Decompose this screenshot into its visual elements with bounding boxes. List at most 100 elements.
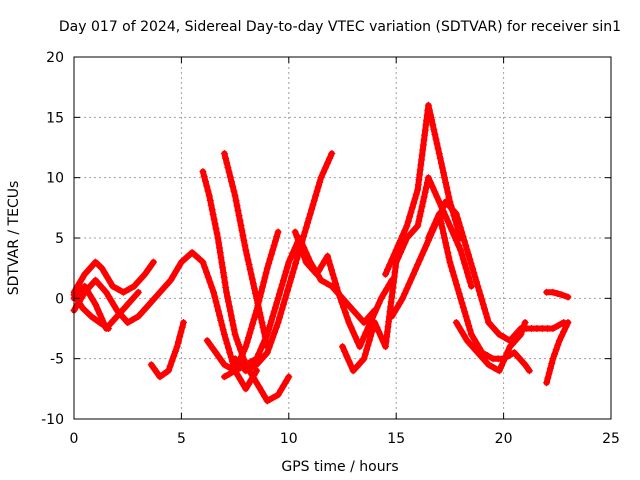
data-point (416, 212, 424, 220)
data-point (362, 328, 370, 336)
data-point (481, 357, 489, 365)
data-point (461, 260, 469, 268)
data-point (279, 300, 287, 308)
data-point (288, 273, 295, 281)
data-point (349, 306, 357, 314)
data-point (325, 257, 333, 265)
data-point (407, 208, 415, 216)
data-point (552, 346, 560, 354)
data-point (209, 211, 217, 218)
data-point (546, 364, 554, 372)
data-point (422, 183, 430, 191)
data-point (199, 258, 207, 266)
data-point (513, 335, 521, 343)
data-point (247, 270, 255, 278)
data-point (98, 264, 106, 272)
data-point (442, 179, 450, 186)
data-point (377, 294, 385, 302)
data-point (458, 328, 466, 335)
data-point (492, 327, 500, 334)
data-point (109, 282, 117, 290)
data-point (333, 284, 341, 292)
data-point (202, 177, 209, 185)
data-point (390, 251, 398, 259)
data-point (238, 352, 245, 360)
data-point (458, 299, 466, 307)
data-point (467, 331, 475, 338)
data-point (224, 344, 232, 352)
data-point (235, 212, 243, 219)
data-point (156, 288, 164, 296)
data-point (101, 269, 109, 277)
data-point (247, 325, 255, 332)
data-point (225, 302, 233, 310)
data-point (467, 260, 475, 268)
data-point (431, 220, 439, 227)
data-point (440, 229, 447, 237)
data-point (270, 242, 278, 249)
data-point (212, 349, 220, 357)
data-point (229, 182, 237, 190)
data-point (236, 216, 244, 224)
data-point (420, 246, 428, 254)
data-point (130, 282, 138, 290)
data-point (427, 229, 435, 237)
series-track-a (70, 258, 157, 296)
data-point (471, 273, 479, 281)
y-tick-label: 5 (55, 231, 64, 247)
y-tick-label: -5 (50, 352, 64, 368)
data-point (506, 343, 514, 351)
data-point (278, 281, 286, 289)
data-point (251, 311, 259, 319)
data-point (243, 251, 251, 259)
data-point (224, 293, 231, 301)
data-point (213, 302, 221, 310)
data-point (242, 385, 250, 393)
data-point (168, 357, 176, 365)
data-point (483, 314, 491, 322)
data-point (201, 263, 209, 271)
data-point (257, 345, 265, 353)
data-point (92, 316, 99, 323)
data-point (247, 358, 255, 366)
data-point (124, 300, 132, 308)
data-point (456, 223, 464, 231)
data-point (421, 126, 429, 134)
data-point (275, 290, 283, 298)
data-point (444, 217, 452, 225)
data-point (419, 141, 427, 149)
data-point (458, 251, 466, 259)
data-point (543, 379, 551, 387)
data-point (431, 188, 439, 196)
data-point (253, 306, 261, 314)
data-point (228, 178, 235, 186)
data-point (214, 234, 222, 242)
data-point (517, 331, 525, 338)
data-point (224, 298, 232, 306)
data-point (498, 362, 505, 370)
data-point (141, 270, 149, 278)
data-point (417, 208, 425, 215)
data-point (293, 255, 301, 263)
data-point (228, 317, 236, 324)
data-point (414, 222, 422, 230)
data-point (464, 251, 472, 259)
data-point (292, 260, 299, 268)
data-point (260, 278, 268, 286)
data-point (441, 174, 448, 182)
data-point (459, 255, 467, 263)
data-point (293, 233, 301, 241)
data-point (558, 332, 566, 340)
data-point (216, 249, 224, 257)
data-point (87, 312, 95, 320)
data-point (257, 288, 265, 296)
data-point (485, 319, 493, 326)
data-point (260, 353, 268, 361)
data-point (445, 253, 453, 261)
data-point (446, 258, 454, 266)
data-point (440, 169, 447, 177)
data-point (424, 174, 432, 182)
data-point (544, 374, 552, 382)
series-track-s (543, 288, 572, 301)
data-point (451, 276, 459, 284)
